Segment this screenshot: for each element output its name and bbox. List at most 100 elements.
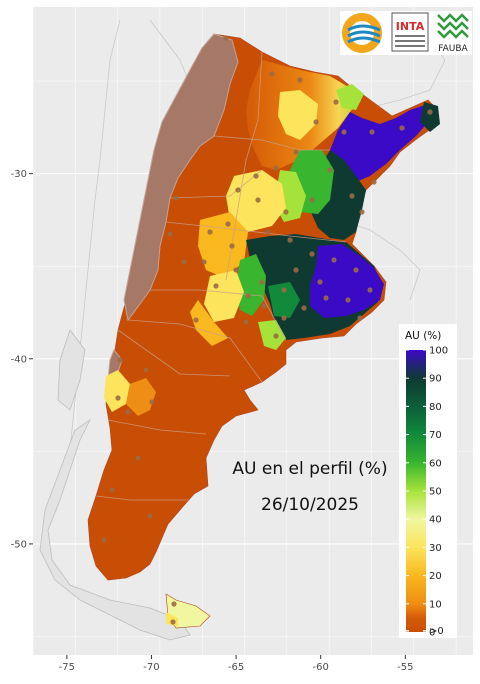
province-borders [95, 51, 347, 501]
station-point [349, 193, 355, 199]
legend-label: 100 [429, 346, 448, 357]
station-point [281, 287, 287, 293]
station-point [353, 267, 359, 273]
patagonia-yellow [104, 370, 130, 412]
station-point [167, 231, 173, 237]
legend-title: AU (%) [405, 330, 441, 342]
station-point [101, 537, 107, 543]
station-point [253, 173, 259, 179]
x-tick-label: -60 [313, 662, 329, 673]
station-point [313, 119, 319, 125]
green-patch-north [336, 84, 364, 110]
station-point [109, 487, 115, 493]
legend-label: 50 [429, 487, 442, 498]
station-point [359, 209, 365, 215]
fauba-logo-text: FAUBA [438, 44, 468, 54]
misiones-dark [420, 102, 440, 132]
station-point [287, 237, 293, 243]
patagonia-orange [126, 378, 156, 416]
mesopotamia-purple [330, 104, 430, 182]
station-point [229, 243, 235, 249]
station-point [259, 279, 265, 285]
legend-colorbar [406, 350, 426, 632]
station-point [327, 167, 333, 173]
fauba-logo: FAUBA [437, 13, 469, 54]
yellow-patch-north [278, 90, 318, 140]
station-point [147, 513, 153, 519]
x-tick-label: -55 [397, 662, 413, 673]
legend-label: 20 [429, 571, 442, 582]
legend-label: 70 [429, 430, 442, 441]
legend-label: 80 [429, 402, 442, 413]
station-points [101, 35, 433, 625]
station-point [357, 315, 363, 321]
station-point [309, 251, 315, 257]
y-tick-label: -50 [11, 539, 27, 550]
station-point [223, 35, 229, 41]
station-point [170, 619, 176, 625]
legend-label: 40 [429, 515, 442, 526]
station-point [293, 267, 299, 273]
station-point [369, 129, 375, 135]
x-tick-label: -70 [143, 662, 159, 673]
legend-label: 60 [429, 458, 442, 469]
station-point [117, 357, 123, 363]
station-point [283, 209, 289, 215]
station-point [317, 279, 323, 285]
legend-label: >0 [429, 626, 444, 637]
station-point [225, 221, 231, 227]
y-tick-label: -30 [11, 169, 27, 180]
pampas-green [236, 254, 266, 316]
logo-banner: INTA FAUBA [340, 11, 472, 55]
circular-logo [342, 13, 382, 53]
map-title-line1: AU en el perfil (%) [232, 459, 387, 479]
legend-label: 10 [429, 599, 442, 610]
station-point [341, 129, 347, 135]
orange-center [198, 212, 248, 278]
legend-labels: 100 90 80 70 60 50 40 30 20 10 >00 [406, 346, 448, 639]
inta-logo: INTA [391, 12, 429, 52]
station-point [207, 229, 213, 235]
station-point [255, 197, 261, 203]
station-point [125, 409, 131, 415]
x-axis: -75 -70 -65 -60 -55 [59, 655, 413, 673]
station-point [367, 287, 373, 293]
color-legend: AU (%) 100 90 80 70 60 50 40 30 20 10 >00 [399, 324, 457, 639]
station-point [371, 179, 377, 185]
station-point [181, 259, 187, 265]
x-tick-label: -65 [228, 662, 244, 673]
station-point [245, 293, 251, 299]
station-point [301, 305, 307, 311]
y-axis: -30 -40 -50 [11, 169, 33, 550]
station-point [243, 319, 249, 325]
map-title-line2: 26/10/2025 [261, 495, 359, 515]
station-point [173, 195, 179, 201]
station-point [281, 315, 287, 321]
station-point [309, 197, 315, 203]
station-point [115, 395, 121, 401]
station-point [201, 259, 207, 265]
station-point [333, 99, 339, 105]
station-point [135, 455, 141, 461]
pampas-mid-green [268, 282, 300, 318]
station-point [269, 71, 275, 77]
station-point [171, 601, 177, 607]
station-point [143, 367, 149, 373]
west-yellow [204, 270, 244, 322]
y-tick-label: -40 [11, 354, 27, 365]
x-tick-label: -75 [59, 662, 75, 673]
station-point [331, 257, 337, 263]
station-point [235, 187, 241, 193]
station-point [261, 303, 267, 309]
legend-label: 0 [429, 628, 435, 639]
pampas-purple [310, 244, 384, 318]
inta-logo-text: INTA [396, 20, 425, 33]
station-point [213, 283, 219, 289]
legend-label: 30 [429, 543, 442, 554]
station-point [233, 267, 239, 273]
legend-label: 90 [429, 374, 442, 385]
station-point [273, 333, 279, 339]
station-point [323, 295, 329, 301]
